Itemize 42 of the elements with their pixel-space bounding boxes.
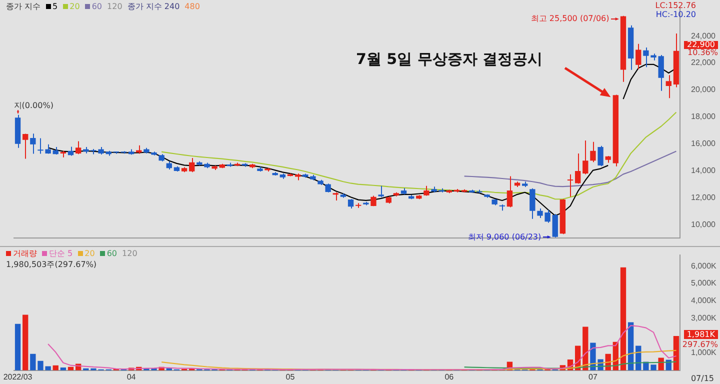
annotation: 1,980,503주(297.67%) xyxy=(6,259,97,270)
text: 1,981K xyxy=(684,330,718,339)
x-tick-label: 07 xyxy=(588,372,598,382)
y-tick-label: 20,000 xyxy=(691,85,716,94)
text: 10.36% xyxy=(687,48,718,56)
x-tick-label: 05 xyxy=(286,372,296,382)
y-tick-label: 3,000K xyxy=(691,313,718,322)
annotation: 최저 9,060 (06/23) xyxy=(468,232,542,242)
x-tick-label: 04 xyxy=(126,372,136,382)
y-tick-label: 10,000 xyxy=(691,220,716,229)
annotation: 480 xyxy=(184,2,200,11)
y-tick-label: 16,000 xyxy=(691,139,716,148)
legend-label: 5 xyxy=(52,2,58,11)
legend-label: 60 xyxy=(92,2,102,11)
legend-title: 종가 지수 xyxy=(6,2,41,11)
y-tick-label: 22,000 xyxy=(691,58,716,68)
annotation: 종가 지수 240 xyxy=(127,2,180,11)
y-tick-label: 1,000K xyxy=(691,348,718,358)
y-tick-label: 4,000K xyxy=(691,296,718,306)
annotation: 120 xyxy=(107,2,122,11)
y-tick-label: 18,000 xyxy=(691,112,716,122)
y-tick-label: 12,000 xyxy=(691,192,716,202)
x-tick-label: 2022/03 xyxy=(3,372,33,382)
legend-label: 20 xyxy=(84,249,95,258)
y-tick-label: 5,000K xyxy=(691,278,718,288)
annotation: LC:152.76 xyxy=(655,1,696,10)
x-tick-label: 06 xyxy=(444,372,454,382)
legend-label: 20 xyxy=(70,2,80,11)
annotation: 7월 5일 무상증자 결정공시 xyxy=(356,50,543,68)
legend-label: 60 xyxy=(106,249,118,258)
legend-label: 거래량 xyxy=(13,249,37,258)
annotation: 지(0.00%) xyxy=(14,100,54,110)
text: 297.67% xyxy=(682,340,718,349)
y-tick-label: 6,000K xyxy=(691,261,718,270)
legend-label: 단순 5 xyxy=(49,249,73,258)
text: 07/15 xyxy=(690,374,714,383)
annotation: 120 xyxy=(122,249,138,258)
y-tick-label: 24,000 xyxy=(691,31,716,40)
y-tick-label: 14,000 xyxy=(691,166,716,176)
annotation: HC:-10.20 xyxy=(656,10,696,19)
text: 22,900 xyxy=(684,40,718,48)
annotation: 최고 25,500 (07/06) xyxy=(530,14,610,23)
